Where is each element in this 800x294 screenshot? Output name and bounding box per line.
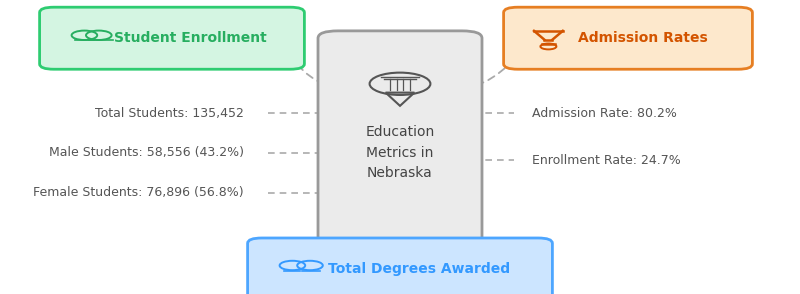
Text: Total Degrees Awarded: Total Degrees Awarded: [328, 262, 510, 276]
Text: Total Students: 135,452: Total Students: 135,452: [95, 107, 244, 120]
Text: Admission Rates: Admission Rates: [578, 31, 708, 45]
Text: Education
Metrics in
Nebraska: Education Metrics in Nebraska: [366, 125, 434, 181]
FancyBboxPatch shape: [248, 238, 552, 294]
Text: Admission Rate: 80.2%: Admission Rate: 80.2%: [532, 107, 677, 120]
Text: Male Students: 58,556 (43.2%): Male Students: 58,556 (43.2%): [49, 146, 244, 159]
FancyBboxPatch shape: [318, 31, 482, 251]
Text: Enrollment Rate: 24.7%: Enrollment Rate: 24.7%: [532, 154, 681, 167]
Text: Female Students: 76,896 (56.8%): Female Students: 76,896 (56.8%): [34, 186, 244, 199]
Text: Student Enrollment: Student Enrollment: [114, 31, 266, 45]
FancyBboxPatch shape: [40, 7, 304, 69]
FancyBboxPatch shape: [504, 7, 752, 69]
